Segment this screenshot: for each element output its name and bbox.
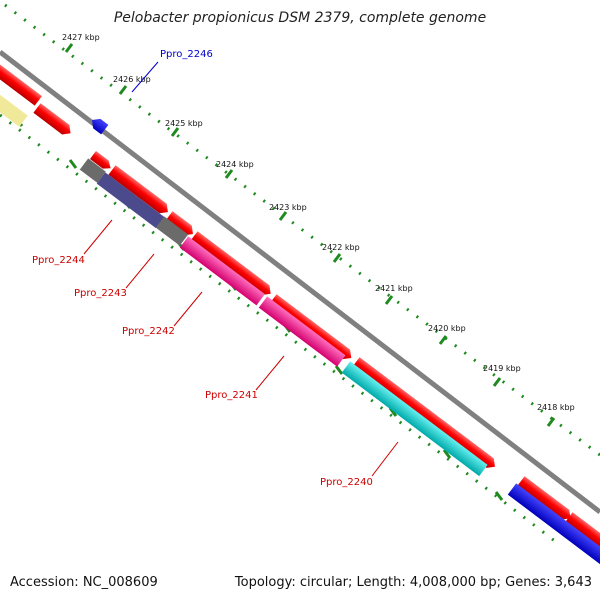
gene-label-ppro-2242[interactable]: Ppro_2242	[122, 326, 175, 337]
callout-line	[125, 253, 155, 289]
tick-label: 2425 kbp	[165, 119, 203, 128]
tick-label: 2422 kbp	[322, 243, 360, 252]
forward-gene-feature	[33, 103, 71, 135]
tick-label: 2421 kbp	[375, 284, 413, 293]
callout-line	[371, 441, 399, 477]
forward-gene-feature	[352, 357, 495, 468]
reverse-strand-features	[0, 90, 600, 567]
outer-dotted-ring	[4, 3, 600, 457]
tick-label: 2427 kbp	[62, 33, 100, 42]
reverse-gene-feature	[507, 483, 600, 567]
callout-lines	[83, 61, 399, 477]
reverse-gene-feature	[155, 216, 189, 246]
tick-label: 2419 kbp	[483, 364, 521, 373]
reverse-gene-feature	[258, 296, 346, 367]
callout-line	[131, 61, 159, 93]
genome-backbone	[0, 50, 600, 514]
forward-gene-feature	[108, 165, 168, 214]
genome-summary: Topology: circular; Length: 4,008,000 bp…	[234, 575, 592, 590]
tick-label: 2420 kbp	[428, 324, 466, 333]
reverse-gene-feature	[92, 118, 109, 135]
outer-ticks	[64, 43, 556, 427]
reverse-gene-feature	[341, 361, 488, 477]
gene-label-ppro-2241[interactable]: Ppro_2241	[205, 390, 258, 401]
reverse-gene-feature	[96, 172, 165, 229]
forward-gene-feature	[165, 211, 193, 236]
forward-gene-feature	[517, 476, 571, 520]
genome-title: Pelobacter propionicus DSM 2379, complet…	[113, 10, 487, 26]
gene-label-ppro-2240[interactable]: Ppro_2240	[320, 477, 373, 488]
reverse-gene-feature	[179, 236, 265, 306]
forward-strand-features	[0, 61, 600, 552]
reverse-gene-feature	[79, 158, 106, 183]
accession-text: Accession: NC_008609	[10, 575, 158, 590]
tick-label: 2426 kbp	[113, 75, 151, 84]
callout-line	[173, 291, 203, 327]
reverse-gene-feature	[0, 90, 28, 127]
forward-gene-feature	[269, 294, 352, 360]
gene-label-ppro-2246[interactable]: Ppro_2246	[160, 49, 213, 60]
forward-gene-feature	[0, 61, 42, 106]
callout-line	[255, 355, 285, 391]
forward-gene-feature	[89, 151, 111, 169]
callout-line	[83, 219, 113, 255]
gene-label-ppro-2244[interactable]: Ppro_2244	[32, 255, 85, 266]
tick-label: 2424 kbp	[216, 160, 254, 169]
tick-label: 2418 kbp	[537, 403, 575, 412]
inner-dotted-ring	[0, 113, 561, 547]
forward-gene-feature	[190, 231, 271, 295]
forward-gene-feature	[565, 512, 600, 552]
gene-label-ppro-2243[interactable]: Ppro_2243	[74, 288, 127, 299]
tick-label: 2423 kbp	[269, 203, 307, 212]
inner-ticks	[14, 117, 504, 501]
